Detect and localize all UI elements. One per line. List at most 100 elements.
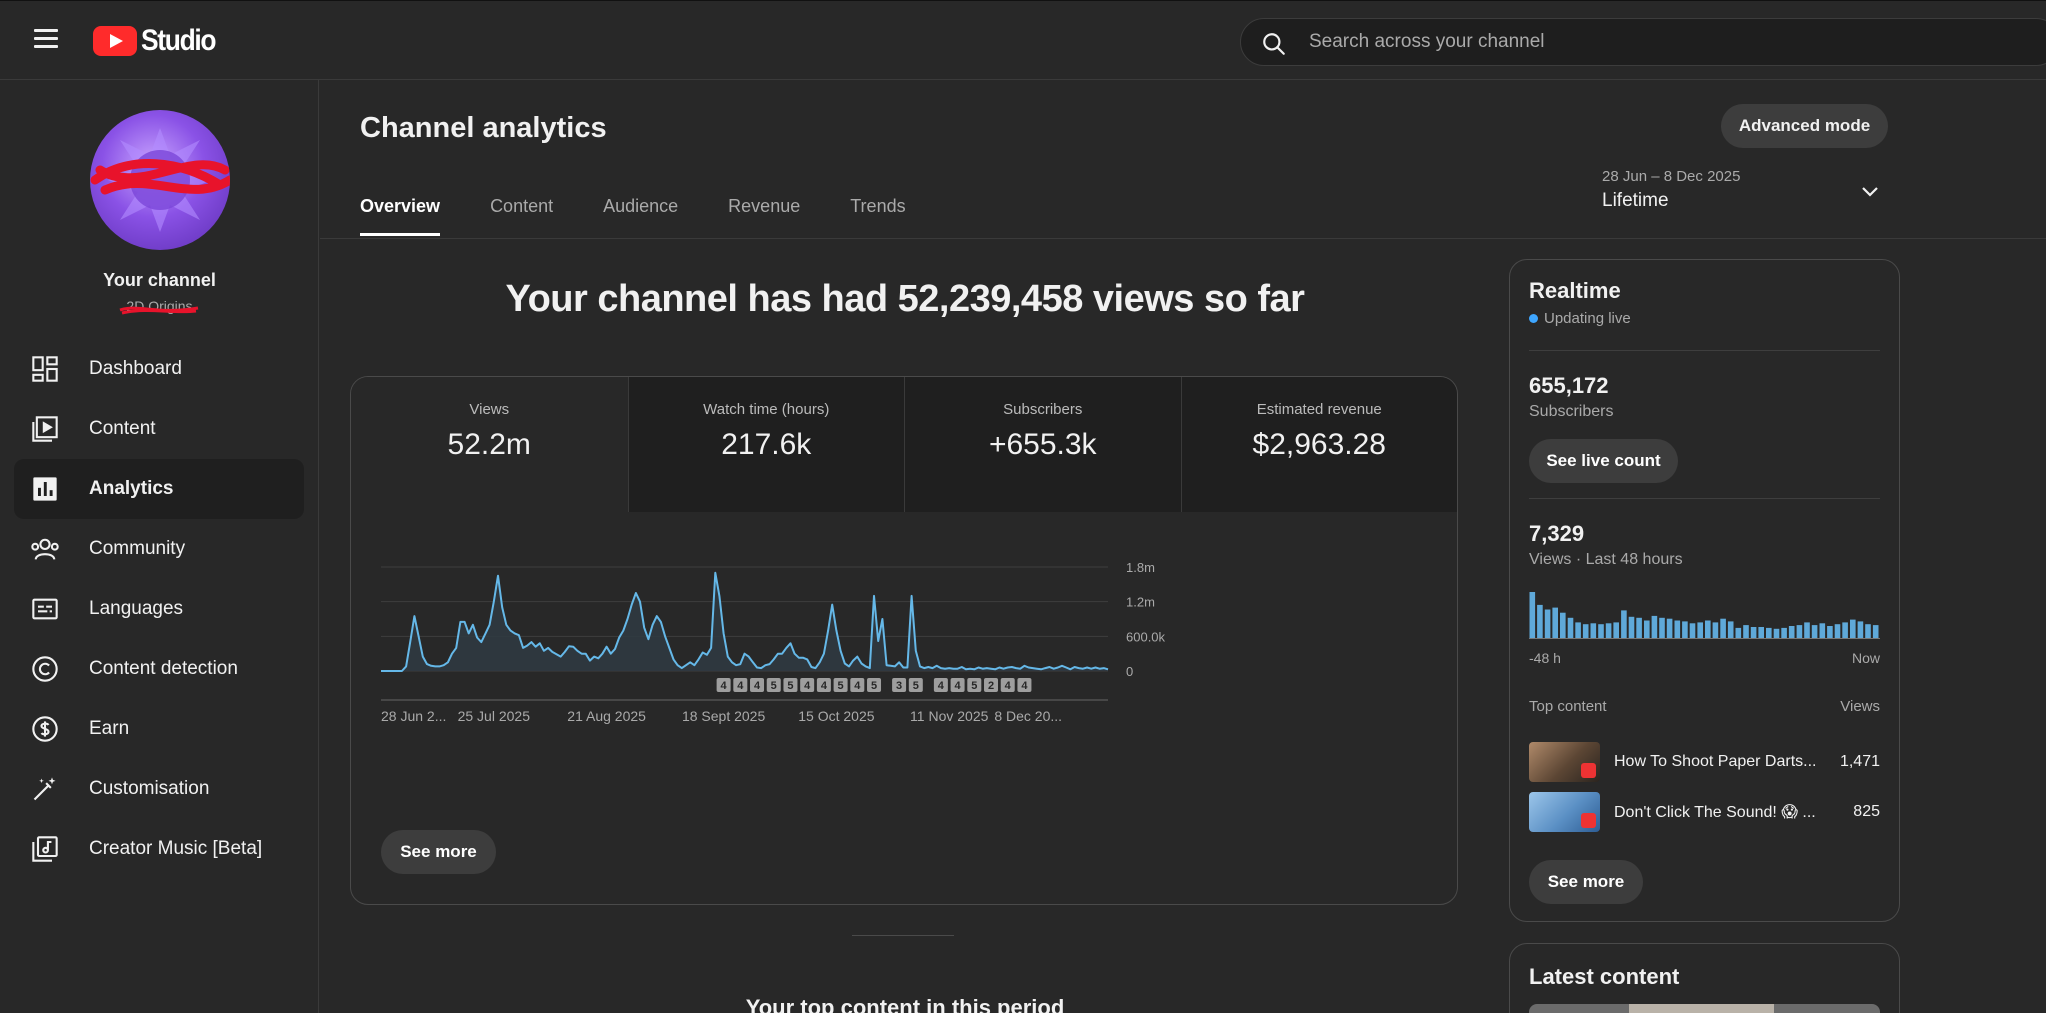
realtime-bar <box>1575 622 1581 638</box>
see-live-count-button[interactable]: See live count <box>1529 439 1678 483</box>
upload-marker-label: 5 <box>913 680 919 692</box>
sidebar-item-content[interactable]: Content <box>14 399 304 459</box>
realtime-axis-end: Now <box>1851 650 1880 666</box>
metric-estimated-revenue[interactable]: Estimated revenue $2,963.28 <box>1180 377 1457 512</box>
analytics-tabs: Overview Content Audience Revenue Trends <box>360 196 956 236</box>
chevron-down-icon[interactable] <box>1860 182 1880 202</box>
sidebar-item-languages[interactable]: Languages <box>14 579 304 639</box>
metric-label: Subscribers <box>1003 401 1083 418</box>
sidebar-item-community[interactable]: Community <box>14 519 304 579</box>
latest-video-thumbnail[interactable] <box>1529 1004 1880 1013</box>
search-icon[interactable] <box>1261 31 1287 57</box>
realtime-views-value: 7,329 <box>1529 521 1585 546</box>
see-more-button[interactable]: See more <box>381 830 496 874</box>
realtime-bar <box>1781 627 1787 638</box>
upload-marker <box>950 678 965 692</box>
realtime-bar <box>1872 625 1879 638</box>
views-series-line <box>381 571 1109 672</box>
search-bar[interactable] <box>1240 18 2046 66</box>
upload-marker-label: 4 <box>754 680 761 692</box>
date-period-select[interactable]: Lifetime <box>1602 190 1669 211</box>
header-divider <box>320 238 2046 239</box>
sidebar-item-label: Content detection <box>89 658 238 679</box>
realtime-bar <box>1674 620 1681 638</box>
advanced-mode-button[interactable]: Advanced mode <box>1721 104 1888 148</box>
sidebar-item-analytics[interactable]: Analytics <box>14 459 304 519</box>
top-bar: Studio <box>0 0 2046 80</box>
video-title: Don't Click The Sound! 😱 ... <box>1614 804 1816 821</box>
metric-watch-time[interactable]: Watch time (hours) 217.6k <box>627 377 904 512</box>
upload-marker-label: 5 <box>971 680 977 692</box>
realtime-bar <box>1773 628 1780 638</box>
upload-marker-label: 4 <box>1005 680 1012 692</box>
upload-marker <box>933 678 948 692</box>
sidebar-item-dashboard[interactable]: Dashboard <box>14 339 304 399</box>
menu-icon[interactable] <box>34 29 58 49</box>
realtime-bar <box>1705 620 1711 638</box>
live-dot-icon <box>1529 314 1538 323</box>
realtime-bar <box>1644 620 1650 638</box>
metric-subscribers[interactable]: Subscribers +655.3k <box>904 377 1181 512</box>
live-status-label: Updating live <box>1544 310 1631 327</box>
search-input[interactable] <box>1309 19 2009 65</box>
metric-views[interactable]: Views 52.2m <box>351 377 628 512</box>
languages-icon <box>30 594 60 624</box>
upload-marker-label: 5 <box>838 680 844 692</box>
studio-logo[interactable]: Studio <box>93 24 225 58</box>
metric-value: 217.6k <box>721 428 812 461</box>
sidebar-item-label: Earn <box>89 718 130 739</box>
content-icon <box>30 414 60 444</box>
realtime-bar <box>1865 624 1871 638</box>
upload-marker <box>892 678 907 692</box>
sidebar-item-earn[interactable]: Earn <box>14 699 304 759</box>
top-content-row[interactable]: How To Shoot Paper Darts... 1,471 <box>1529 742 1880 782</box>
realtime-bar <box>1827 626 1833 638</box>
x-tick-label: 21 Aug 2025 <box>567 708 646 724</box>
views-headline: Your channel has had 52,239,458 views so… <box>505 278 1305 320</box>
realtime-bar <box>1712 622 1719 638</box>
tab-content[interactable]: Content <box>490 196 554 216</box>
sidebar-item-creator-music[interactable]: Creator Music [Beta] <box>14 819 304 879</box>
top-content-heading: Your top content in this period <box>745 995 1065 1013</box>
video-thumbnail <box>1529 742 1600 782</box>
realtime-views-bar-chart[interactable] <box>1529 592 1880 640</box>
latest-content-title: Latest content <box>1529 964 1680 989</box>
date-range-label[interactable]: 28 Jun – 8 Dec 2025 <box>1602 168 1741 185</box>
upload-marker <box>1000 678 1015 692</box>
upload-marker-label: 4 <box>804 680 811 692</box>
upload-marker-label: 4 <box>721 680 728 692</box>
realtime-bar <box>1529 592 1536 638</box>
realtime-bar <box>1720 618 1726 638</box>
x-tick-label: 11 Nov 2025 <box>910 708 989 724</box>
realtime-bar <box>1666 618 1673 638</box>
realtime-bar <box>1697 622 1703 638</box>
see-more-button[interactable]: See more <box>1529 860 1643 904</box>
sidebar-item-content-detection[interactable]: Content detection <box>14 639 304 699</box>
upload-marker-label: 5 <box>871 680 877 692</box>
upload-marker-label: 4 <box>821 680 828 692</box>
tab-revenue[interactable]: Revenue <box>728 196 801 216</box>
tab-audience[interactable]: Audience <box>603 196 679 216</box>
realtime-bar <box>1766 627 1772 638</box>
top-content-row[interactable]: Don't Click The Sound! 😱 ... 825 <box>1529 792 1880 832</box>
upload-marker-label: 5 <box>771 680 777 692</box>
tab-overview[interactable]: Overview <box>360 196 441 236</box>
latest-content-card: Latest content <box>1509 943 1900 1013</box>
metric-label: Estimated revenue <box>1256 401 1382 418</box>
y-tick-label: 0 <box>1126 664 1133 679</box>
metric-tabs: Views 52.2m Watch time (hours) 217.6k Su… <box>351 377 1457 512</box>
upload-marker-label: 4 <box>955 680 962 692</box>
upload-marker <box>967 678 982 692</box>
video-views: 1,471 <box>1839 753 1880 770</box>
channel-avatar[interactable] <box>90 110 230 250</box>
tab-trends[interactable]: Trends <box>850 196 906 216</box>
upload-marker-label: 4 <box>938 680 945 692</box>
views-column-label: Views <box>1840 698 1880 715</box>
sidebar-item-customisation[interactable]: Customisation <box>14 759 304 819</box>
upload-marker <box>908 678 923 692</box>
dollar-icon <box>30 714 60 744</box>
x-tick-label: 8 Dec 20... <box>994 708 1062 724</box>
metric-value: 52.2m <box>447 428 531 461</box>
realtime-bar <box>1651 615 1658 638</box>
